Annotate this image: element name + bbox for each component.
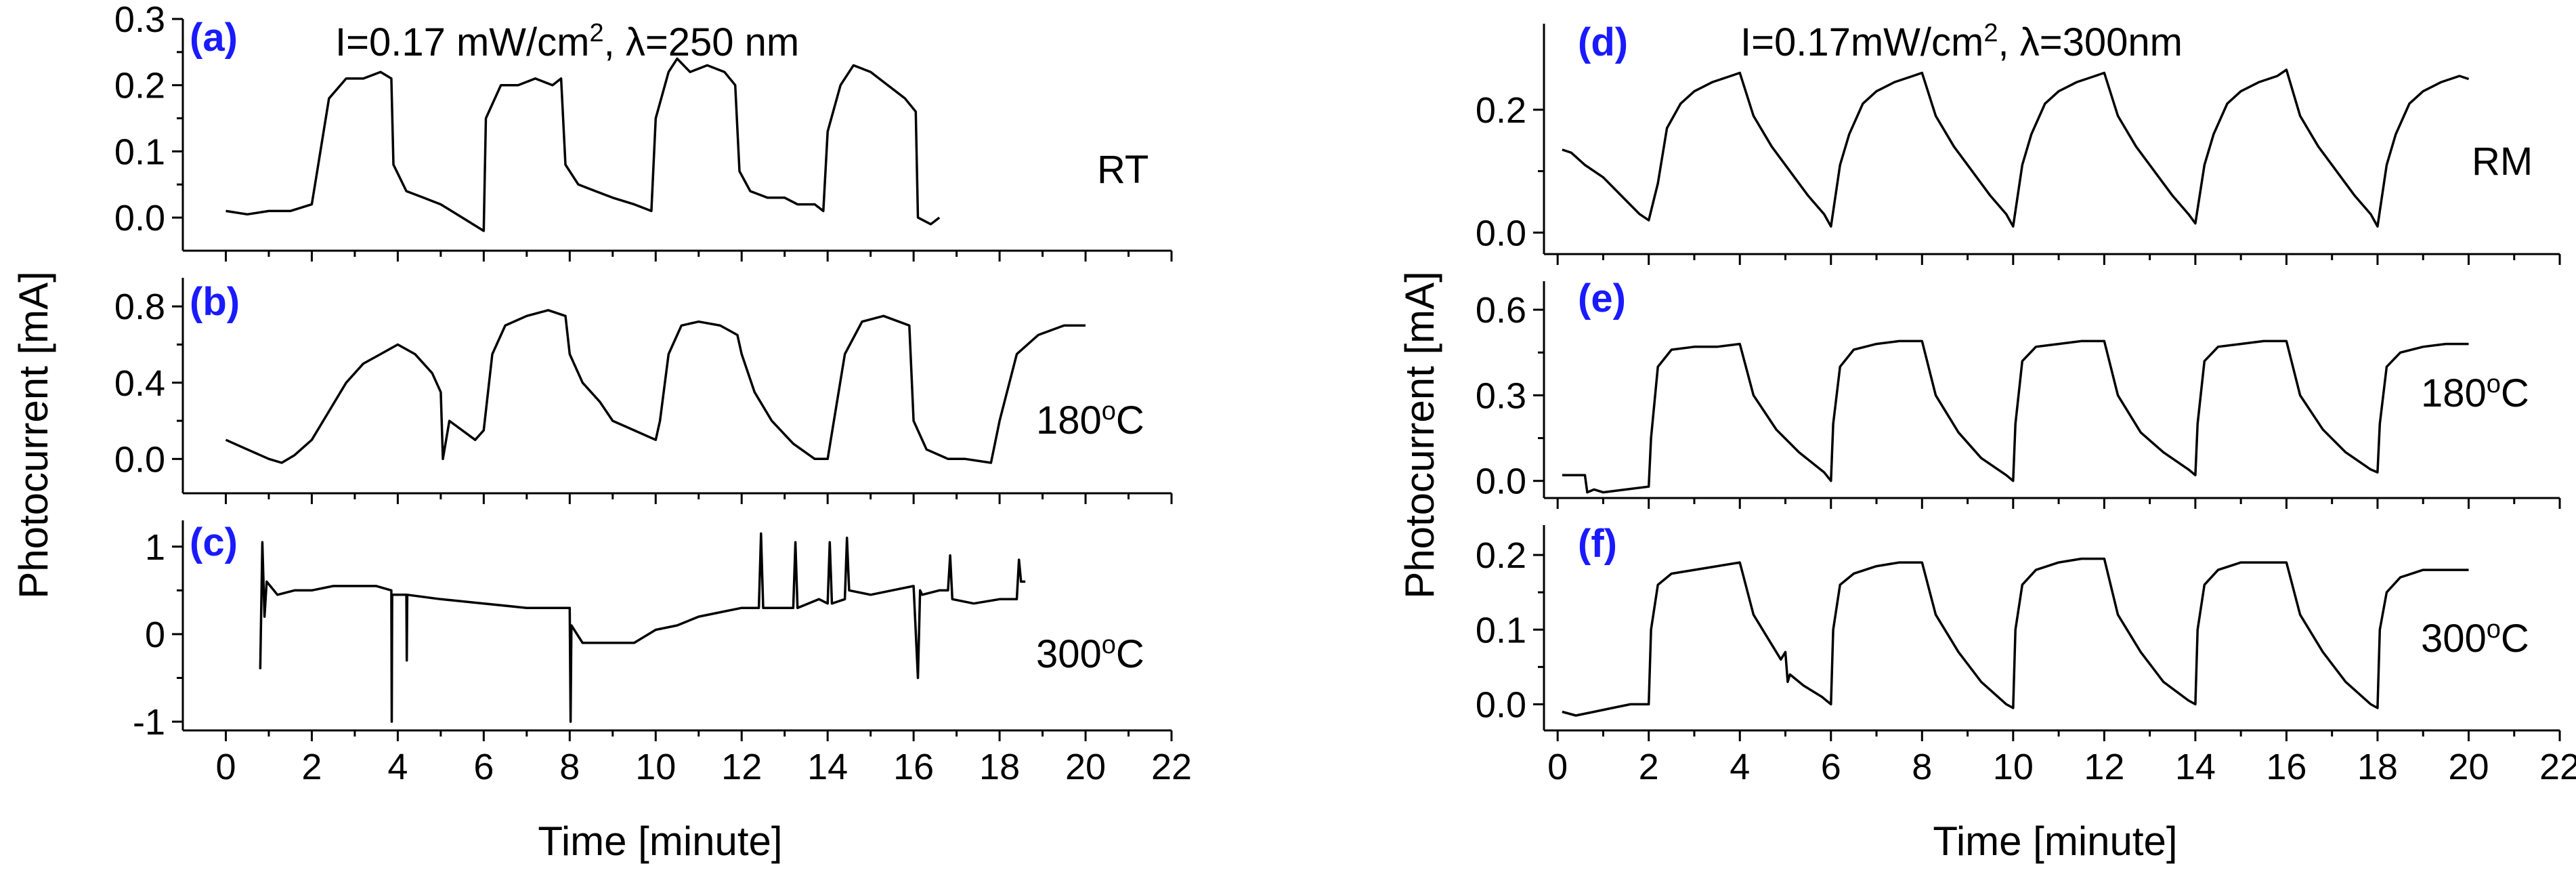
x-tick-label-f: 20: [2448, 747, 2489, 787]
photocurrent-series-f: [1562, 557, 2469, 717]
plot-b: 0.0 0.4 0.8: [114, 278, 1173, 504]
x-tick-label-c: 8: [559, 747, 580, 787]
condition-label-c: 300oC: [1036, 631, 1144, 676]
y-tick-label-f: 0.1: [1476, 610, 1526, 650]
left-y-axis-label: Photocurrent [mA]: [11, 271, 56, 599]
y-tick-label-a: 0.1: [114, 131, 165, 172]
y-tick-label-c: 0: [145, 615, 165, 655]
right-x-axis-label: Time [minute]: [1933, 819, 2177, 864]
x-tick-label-f: 4: [1730, 747, 1750, 787]
y-tick-label-e: 0.3: [1476, 375, 1526, 416]
x-tick-label-c: 10: [635, 747, 676, 787]
panel-e: (e) 180oC: [1578, 276, 2529, 415]
x-tick-label-c: 16: [893, 747, 934, 787]
panel-tag-c: (c): [190, 520, 238, 564]
condition-label-b: 180oC: [1036, 397, 1144, 442]
panel-c: (c) 300oC: [190, 520, 1144, 676]
y-tick-label-d: 0.0: [1476, 213, 1526, 253]
y-tick-label-f: 0.2: [1476, 535, 1526, 576]
x-tick-label-c: 6: [473, 747, 494, 787]
x-tick-label-f: 18: [2357, 747, 2398, 787]
panel-a: (a) RT: [190, 16, 1149, 192]
condition-label-d: RM: [2472, 140, 2533, 184]
right-y-axis-label: Photocurrent [mA]: [1397, 271, 1442, 599]
x-tick-label-c: 22: [1151, 747, 1192, 787]
plot-a: 0.0 0.1 0.2 0.3: [114, 0, 1173, 262]
y-tick-label-a: 0.3: [114, 0, 165, 40]
left-figure-title: I=0.17 mW/cm2, λ=250 nm: [335, 19, 799, 64]
x-tick-label-c: 12: [721, 747, 762, 787]
y-tick-label-c: -1: [133, 702, 165, 743]
panel-tag-a: (a): [190, 16, 238, 60]
y-tick-label-e: 0.0: [1476, 461, 1526, 502]
photocurrent-series-e: [1562, 339, 2469, 494]
plot-f: 0.0 0.1 0.2 0 2 4 6 8 10 12 14 16 18 20 22: [1476, 525, 2576, 787]
photocurrent-series-d: [1562, 68, 2470, 228]
x-tick-label-f: 10: [1993, 747, 2034, 787]
x-tick-label-c: 4: [387, 747, 408, 787]
left-x-axis-label: Time [minute]: [538, 819, 782, 864]
y-tick-label-b: 0.4: [114, 363, 165, 404]
panel-tag-d: (d): [1578, 20, 1628, 64]
x-tick-label-f: 12: [2084, 747, 2124, 787]
x-tick-label-f: 8: [1912, 747, 1932, 787]
y-tick-label-b: 0.8: [114, 287, 165, 327]
y-tick-label-f: 0.0: [1476, 684, 1526, 725]
panel-tag-e: (e): [1578, 276, 1626, 320]
x-tick-label-f: 16: [2266, 747, 2306, 787]
plot-d: 0.0 0.2: [1476, 24, 2561, 265]
y-tick-label-a: 0.0: [114, 198, 165, 239]
y-tick-label-d: 0.2: [1476, 90, 1526, 131]
x-tick-label-f: 2: [1639, 747, 1659, 787]
x-tick-label-f: 0: [1547, 747, 1568, 787]
x-tick-label-c: 14: [807, 747, 848, 787]
panel-b: (b) 180oC: [190, 280, 1144, 442]
x-tick-label-c: 0: [215, 747, 236, 787]
photocurrent-series-a: [226, 57, 941, 232]
right-figure-title: I=0.17mW/cm2, λ=300nm: [1740, 19, 2183, 64]
panel-tag-f: (f): [1578, 522, 1617, 566]
y-tick-label-b: 0.0: [114, 439, 165, 480]
x-tick-label-c: 20: [1065, 747, 1106, 787]
x-tick-label-f: 22: [2539, 747, 2576, 787]
condition-label-e: 180oC: [2421, 370, 2529, 415]
y-tick-label-c: 1: [145, 527, 165, 568]
y-tick-label-e: 0.6: [1476, 290, 1526, 331]
condition-label-a: RT: [1097, 148, 1149, 192]
photocurrent-series-c: [259, 532, 1026, 723]
condition-label-f: 300oC: [2421, 615, 2529, 661]
x-tick-label-c: 2: [301, 747, 322, 787]
x-tick-label-f: 6: [1821, 747, 1841, 787]
photocurrent-series-b: [225, 309, 1086, 464]
x-tick-label-c: 18: [979, 747, 1020, 787]
plot-e: 0.0 0.3 0.6: [1476, 281, 2561, 509]
y-tick-label-a: 0.2: [114, 66, 165, 106]
x-tick-label-f: 14: [2175, 747, 2216, 787]
panel-tag-b: (b): [190, 280, 240, 324]
panel-f: (f) 300oC: [1578, 522, 2529, 661]
panel-d: (d) RM: [1578, 20, 2533, 184]
